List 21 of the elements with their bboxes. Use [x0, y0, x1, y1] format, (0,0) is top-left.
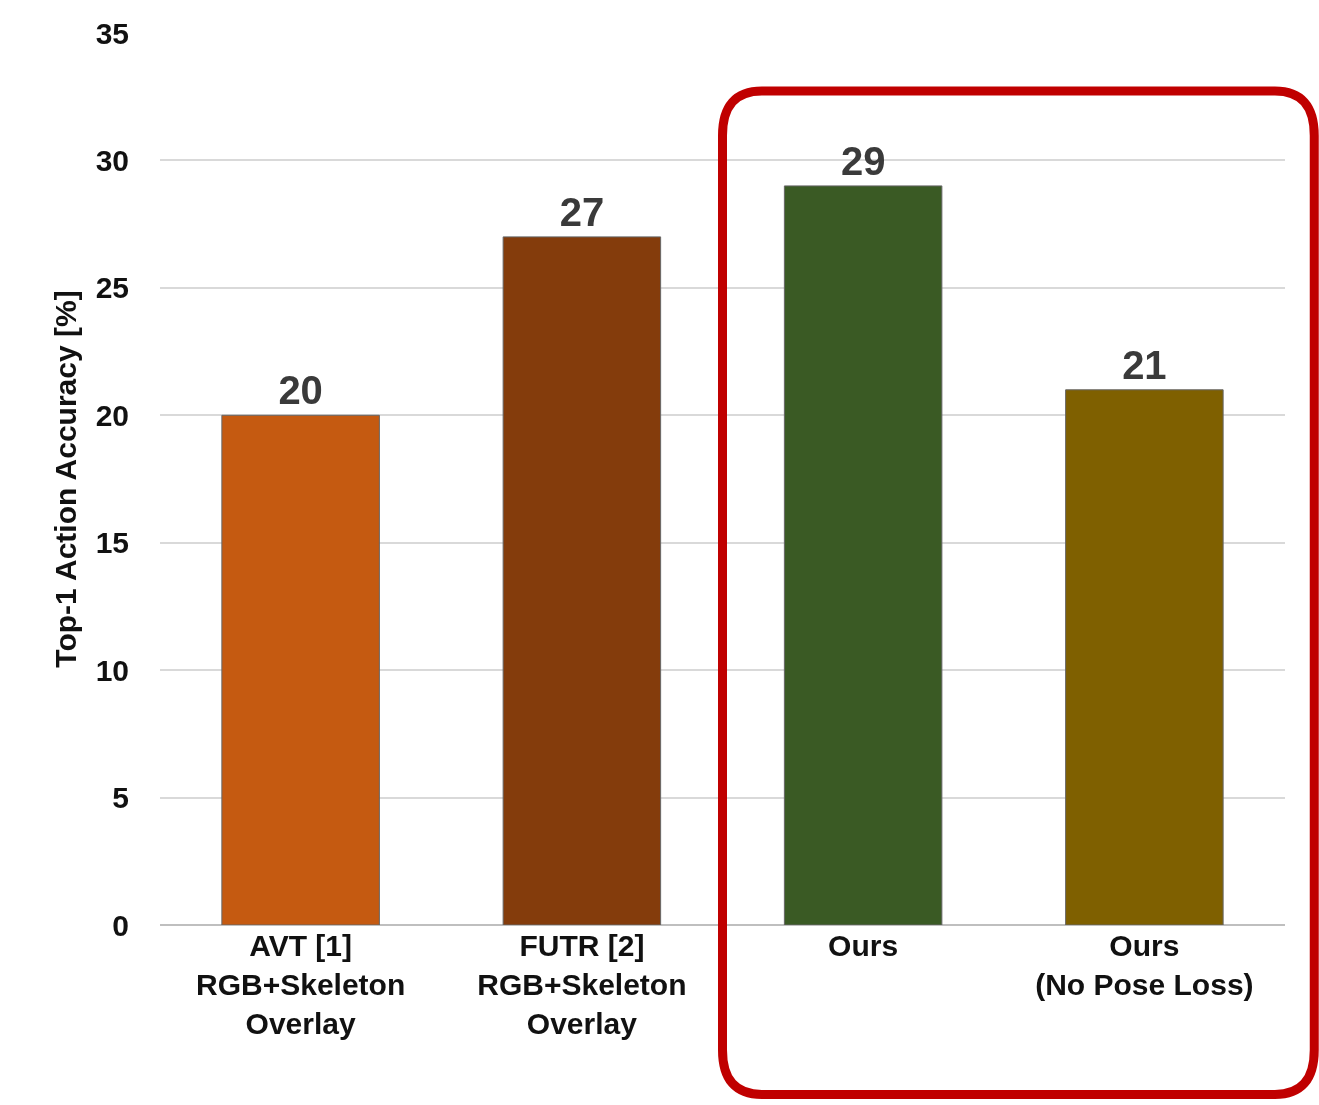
y-tick-label: 5	[112, 781, 129, 815]
y-axis-title: Top-1 Action Accuracy [%]	[48, 290, 82, 668]
x-tick-label: AVT [1] RGB+Skeleton Overlay	[196, 929, 406, 1040]
data-label: 21	[1122, 342, 1167, 387]
bar	[1065, 389, 1224, 925]
y-tick-label: 30	[95, 143, 129, 177]
y-tick-label: 0	[112, 908, 129, 942]
y-tick-label: 20	[95, 398, 129, 432]
x-tick-label: Ours (No Pose Loss)	[1035, 929, 1254, 1001]
y-tick-label: 35	[95, 16, 129, 50]
x-tick-label: Ours	[828, 929, 899, 962]
bar	[783, 185, 943, 925]
y-tick-label: 10	[95, 653, 129, 687]
data-label: 20	[278, 368, 323, 413]
x-tick-label: FUTR [2] RGB+Skeleton Overlay	[477, 929, 687, 1040]
y-tick-label: 25	[95, 271, 129, 305]
bar	[502, 236, 662, 925]
data-label: 27	[559, 189, 605, 234]
bar	[221, 414, 380, 925]
data-label: 29	[840, 138, 886, 183]
y-tick-label: 15	[95, 526, 129, 560]
